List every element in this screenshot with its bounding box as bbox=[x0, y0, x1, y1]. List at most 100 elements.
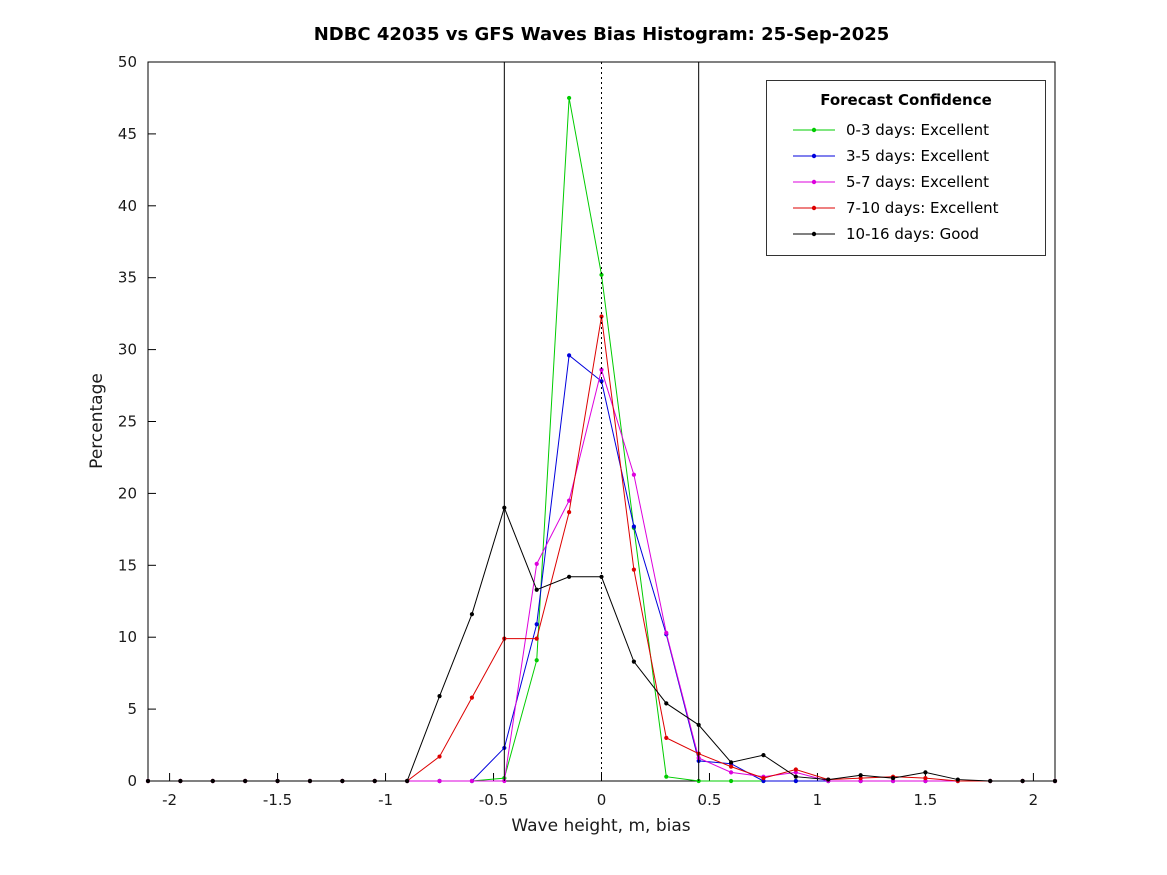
series-marker bbox=[858, 773, 863, 778]
series-marker bbox=[243, 778, 248, 784]
series-marker bbox=[405, 778, 410, 784]
y-axis-label: Percentage bbox=[87, 373, 107, 469]
series-marker bbox=[145, 778, 151, 784]
legend-line-sample bbox=[793, 205, 835, 211]
series-marker bbox=[567, 574, 572, 579]
chart-title: NDBC 42035 vs GFS Waves Bias Histogram: … bbox=[313, 24, 890, 45]
series-marker bbox=[567, 95, 572, 101]
series-marker bbox=[307, 778, 313, 784]
series-marker bbox=[631, 524, 636, 529]
legend-entry: 5-7 days: Excellent bbox=[767, 169, 1045, 195]
y-tick-label: 40 bbox=[118, 197, 137, 215]
series-marker bbox=[826, 777, 831, 782]
series-marker bbox=[664, 774, 669, 779]
series-marker bbox=[923, 770, 928, 775]
series-marker bbox=[534, 561, 539, 566]
x-tick-label: 0 bbox=[597, 791, 607, 809]
series-marker bbox=[1052, 778, 1058, 784]
series-marker bbox=[567, 353, 572, 358]
series-marker bbox=[988, 778, 993, 784]
series-marker bbox=[664, 701, 669, 706]
legend-entry-label: 7-10 days: Excellent bbox=[846, 199, 999, 217]
series-marker bbox=[599, 379, 604, 384]
series-marker bbox=[1020, 778, 1025, 784]
y-tick-label: 45 bbox=[118, 125, 137, 143]
legend-entry-label: 10-16 days: Good bbox=[846, 225, 980, 243]
series-marker bbox=[599, 314, 604, 319]
y-tick-label: 20 bbox=[118, 484, 137, 502]
series-marker bbox=[599, 272, 604, 277]
series-marker bbox=[793, 767, 798, 772]
x-tick-label: -1 bbox=[378, 791, 393, 809]
series-marker bbox=[728, 764, 734, 769]
series-marker bbox=[923, 778, 928, 784]
series-marker bbox=[728, 778, 734, 784]
series-marker bbox=[761, 753, 766, 758]
series-marker bbox=[469, 778, 475, 784]
x-tick-label: 1 bbox=[813, 791, 823, 809]
legend-entry-label: 3-5 days: Excellent bbox=[846, 147, 990, 165]
legend-entry: 7-10 days: Excellent bbox=[767, 195, 1045, 221]
series-marker bbox=[858, 776, 863, 781]
series-marker bbox=[890, 776, 896, 781]
y-tick-label: 5 bbox=[127, 700, 137, 718]
y-tick-label: 0 bbox=[127, 772, 137, 790]
series-marker bbox=[793, 774, 798, 779]
legend-line-sample bbox=[793, 231, 835, 237]
series-marker bbox=[631, 567, 636, 572]
legend-line-sample bbox=[793, 153, 835, 159]
legend-entry: 3-5 days: Excellent bbox=[767, 143, 1045, 169]
series-marker bbox=[728, 760, 734, 765]
series-marker bbox=[631, 472, 636, 477]
legend-line-sample bbox=[793, 179, 835, 185]
y-tick-label: 25 bbox=[118, 413, 137, 431]
series-marker bbox=[534, 636, 539, 641]
series-marker bbox=[761, 776, 766, 781]
series-marker bbox=[567, 509, 572, 515]
x-tick-label: -1.5 bbox=[263, 791, 292, 809]
y-tick-label: 30 bbox=[118, 341, 137, 359]
y-tick-label: 35 bbox=[118, 269, 137, 287]
x-tick-label: 1.5 bbox=[913, 791, 937, 809]
x-tick-label: 0.5 bbox=[698, 791, 722, 809]
legend-entry: 0-3 days: Excellent bbox=[767, 117, 1045, 143]
legend-title: Forecast Confidence bbox=[820, 91, 992, 109]
series-marker bbox=[664, 735, 669, 740]
y-tick-label: 10 bbox=[118, 628, 137, 646]
series-marker bbox=[210, 778, 215, 784]
x-tick-label: 2 bbox=[1029, 791, 1039, 809]
series-marker bbox=[793, 778, 798, 784]
series-marker bbox=[534, 658, 539, 663]
series-marker bbox=[793, 770, 798, 775]
series-marker bbox=[599, 574, 604, 579]
series-marker bbox=[469, 612, 475, 617]
series-marker bbox=[858, 778, 863, 784]
legend-entries: 0-3 days: Excellent 3-5 days: Excellent 5-… bbox=[767, 117, 1045, 247]
series-marker bbox=[631, 659, 636, 664]
series-marker bbox=[955, 777, 960, 782]
x-axis-label: Wave height, m, bias bbox=[511, 816, 691, 836]
series-marker bbox=[437, 694, 442, 699]
series-marker bbox=[469, 695, 475, 700]
series-marker bbox=[761, 778, 766, 784]
y-tick-label: 50 bbox=[118, 53, 137, 71]
series-marker bbox=[664, 630, 669, 635]
series-marker bbox=[275, 778, 280, 784]
legend-line-sample bbox=[793, 127, 835, 133]
legend-entry: 10-16 days: Good bbox=[767, 221, 1045, 247]
x-tick-label: -2 bbox=[162, 791, 177, 809]
legend-entry-label: 5-7 days: Excellent bbox=[846, 173, 990, 191]
legend-entry-label: 0-3 days: Excellent bbox=[846, 121, 990, 139]
y-tick-label: 15 bbox=[118, 556, 137, 574]
series-marker bbox=[372, 778, 377, 784]
series-marker bbox=[340, 778, 345, 784]
series-marker bbox=[437, 778, 442, 784]
series-marker bbox=[728, 770, 734, 775]
series-marker bbox=[437, 754, 442, 759]
series-marker bbox=[567, 498, 572, 503]
series-marker bbox=[890, 778, 896, 784]
series-marker bbox=[534, 622, 539, 627]
series-marker bbox=[534, 587, 539, 592]
